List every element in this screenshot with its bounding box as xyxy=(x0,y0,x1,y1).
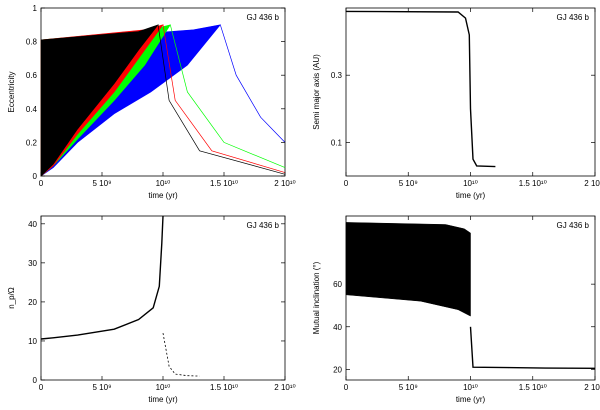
x-tick-label: 10¹⁰ xyxy=(463,179,478,188)
panel-title: GJ 436 b xyxy=(557,221,590,230)
y-axis-label: Mutual inclination (°) xyxy=(312,261,321,334)
x-tick-label: 0 xyxy=(39,179,44,188)
panel-title: GJ 436 b xyxy=(557,13,590,22)
y-tick-label: 20 xyxy=(28,298,37,307)
x-tick-label: 2 10¹⁰ xyxy=(584,179,600,188)
x-tick-label: 5 10⁹ xyxy=(399,383,418,392)
x-axis-label: time (yr) xyxy=(148,395,178,404)
data-line xyxy=(469,326,596,369)
x-tick-label: 2 10¹⁰ xyxy=(274,179,295,188)
data-line xyxy=(40,215,164,340)
x-tick-label: 0 xyxy=(344,179,349,188)
data-tail-line xyxy=(162,333,200,377)
x-axis-label: time (yr) xyxy=(148,191,178,200)
x-tick-label: 10¹⁰ xyxy=(156,383,171,392)
panel-semi-major-axis: 0 5 10⁹ 10¹⁰ 1.5 10¹⁰ 2 10¹⁰ 0.1 0.3 time (yr) S… xyxy=(312,7,600,200)
series-decay-line xyxy=(162,24,286,173)
y-tick-label: 0 xyxy=(33,376,38,385)
series-decay-line xyxy=(157,24,286,175)
y-tick-label: 40 xyxy=(28,220,37,229)
panel-mutual-inclination: 0 5 10⁹ 10¹⁰ 1.5 10¹⁰ 2 10¹⁰ 20 40 60 time (yr) M… xyxy=(312,215,600,404)
panel-np-omega: 0 5 10⁹ 10¹⁰ 1.5 10¹⁰ 2 10¹⁰ 0 10 20 30 40 time (y… xyxy=(7,215,296,404)
series-decay-line xyxy=(219,24,286,143)
y-tick-label: 10 xyxy=(28,337,37,346)
y-tick-label: 0.4 xyxy=(26,105,38,114)
panel-title: GJ 436 b xyxy=(247,221,280,230)
x-tick-label: 10¹⁰ xyxy=(156,179,171,188)
inclination-band xyxy=(345,222,471,317)
plot-frame xyxy=(40,215,286,381)
x-axis-label: time (yr) xyxy=(456,395,486,404)
x-tick-label: 0 xyxy=(344,383,349,392)
x-tick-label: 2 10¹⁰ xyxy=(274,383,295,392)
panel-title: GJ 436 b xyxy=(247,13,280,22)
y-tick-label: 30 xyxy=(28,259,37,268)
y-tick-label: 40 xyxy=(333,323,342,332)
y-tick-label: 0.3 xyxy=(331,71,343,80)
y-tick-label: 0.1 xyxy=(331,138,343,147)
y-tick-label: 0.2 xyxy=(26,138,38,147)
y-axis-label: n_p/Ω xyxy=(7,287,16,309)
x-tick-label: 2 10¹⁰ xyxy=(584,383,600,392)
x-tick-label: 0 xyxy=(39,383,44,392)
x-tick-label: 1.5 10¹⁰ xyxy=(519,383,547,392)
panel-eccentricity: 0 5 10⁹ 10¹⁰ 1.5 10¹⁰ 2 10¹⁰ 0 0.2 0.4 0.6 0.8 1 ti… xyxy=(7,4,296,200)
x-tick-label: 1.5 10¹⁰ xyxy=(210,383,238,392)
y-axis-label: Semi major axis (AU) xyxy=(312,54,321,130)
x-tick-label: 5 10⁹ xyxy=(399,179,418,188)
series-decay-line xyxy=(169,24,286,168)
x-tick-label: 5 10⁹ xyxy=(93,383,112,392)
x-tick-label: 10¹⁰ xyxy=(463,383,478,392)
y-tick-label: 60 xyxy=(333,280,342,289)
x-tick-label: 1.5 10¹⁰ xyxy=(210,179,238,188)
y-tick-label: 1 xyxy=(33,4,38,13)
y-tick-label: 20 xyxy=(333,365,342,374)
y-tick-label: 0.8 xyxy=(26,38,38,47)
series-band xyxy=(40,24,159,177)
data-line xyxy=(345,10,496,168)
x-tick-label: 5 10⁹ xyxy=(93,179,112,188)
y-axis-label: Eccentricity xyxy=(7,72,16,113)
x-axis-label: time (yr) xyxy=(456,191,486,200)
x-tick-label: 1.5 10¹⁰ xyxy=(519,179,547,188)
y-tick-label: 0.6 xyxy=(26,71,38,80)
y-tick-label: 0 xyxy=(33,172,38,181)
